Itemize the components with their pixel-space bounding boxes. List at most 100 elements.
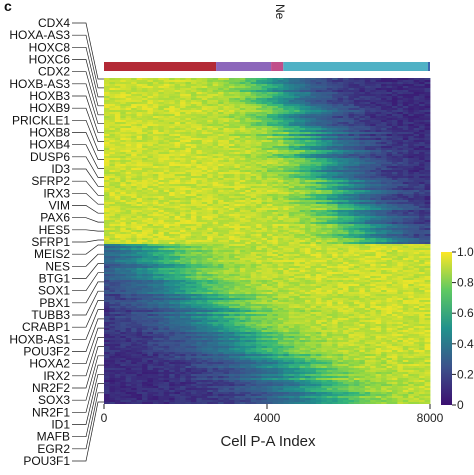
heatmap-cell	[343, 174, 349, 176]
heatmap-cell	[104, 100, 110, 102]
heatmap-cell	[142, 134, 148, 136]
heatmap-cell	[250, 220, 257, 222]
heatmap-cell	[234, 222, 241, 224]
heatmap-cell	[386, 192, 393, 194]
heatmap-cell	[261, 220, 268, 222]
heatmap-cell	[408, 234, 415, 236]
heatmap-cell	[104, 160, 110, 162]
heatmap-cell	[283, 226, 290, 228]
heatmap-cell	[294, 242, 300, 244]
heatmap-cell	[142, 234, 148, 236]
heatmap-cell	[196, 152, 203, 154]
heatmap-cell	[288, 92, 295, 94]
heatmap-cell	[277, 86, 284, 88]
heatmap-cell	[256, 178, 262, 180]
heatmap-cell	[359, 184, 366, 186]
heatmap-cell	[174, 196, 181, 198]
heatmap-cell	[310, 174, 317, 176]
heatmap-cell	[190, 196, 197, 198]
heatmap-cell	[261, 88, 268, 90]
heatmap-cell	[174, 234, 181, 236]
heatmap-cell	[147, 182, 154, 184]
heatmap-cell	[131, 180, 137, 182]
heatmap-cell	[158, 182, 165, 184]
heatmap-cell	[413, 140, 420, 142]
heatmap-cell	[310, 112, 317, 114]
heatmap-cell	[158, 206, 165, 208]
heatmap-cell	[375, 90, 382, 92]
heatmap-cell	[348, 196, 355, 198]
heatmap-cell	[419, 100, 425, 102]
heatmap-cell	[413, 130, 420, 132]
heatmap-cell	[180, 158, 186, 160]
heatmap-cell	[332, 158, 339, 160]
heatmap-cell	[343, 96, 349, 98]
heatmap-cell	[424, 178, 431, 180]
heatmap-cell	[239, 120, 246, 122]
heatmap-cell	[169, 214, 176, 216]
heatmap-cell	[185, 222, 192, 224]
heatmap-cell	[136, 212, 143, 214]
heatmap-cell	[245, 138, 252, 140]
heatmap-cell	[413, 100, 420, 102]
heatmap-cell	[402, 110, 409, 112]
heatmap-cell	[419, 200, 425, 202]
heatmap-cell	[337, 212, 344, 214]
heatmap-cell	[321, 106, 328, 108]
heatmap-cell	[353, 172, 360, 174]
heatmap-cell	[267, 148, 273, 150]
heatmap-cell	[353, 176, 360, 178]
heatmap-cell	[348, 84, 355, 86]
heatmap-cell	[114, 174, 121, 176]
heatmap-cell	[234, 228, 241, 230]
heatmap-cell	[207, 238, 214, 240]
heatmap-cell	[299, 150, 306, 152]
heatmap-cell	[158, 136, 165, 138]
heatmap-cell	[375, 190, 382, 192]
heatmap-cell	[343, 190, 349, 192]
heatmap-cell	[131, 94, 137, 96]
heatmap-cell	[337, 170, 344, 172]
heatmap-cell	[315, 226, 322, 228]
heatmap-cell	[294, 148, 300, 150]
heatmap-cell	[386, 160, 393, 162]
heatmap-cell	[381, 224, 387, 226]
heatmap-cell	[120, 106, 127, 108]
heatmap-cell	[326, 166, 333, 168]
heatmap-cell	[299, 126, 306, 128]
heatmap-cell	[207, 164, 214, 166]
heatmap-cell	[234, 202, 241, 204]
heatmap-cell	[353, 192, 360, 194]
heatmap-cell	[402, 210, 409, 212]
heatmap-cell	[180, 114, 186, 116]
heatmap-cell	[397, 154, 404, 156]
heatmap-cell	[381, 98, 387, 100]
heatmap-cell	[125, 92, 132, 94]
heatmap-cell	[343, 80, 349, 82]
heatmap-cell	[272, 214, 279, 216]
heatmap-cell	[190, 184, 197, 186]
heatmap-cell	[218, 90, 224, 92]
heatmap-cell	[158, 190, 165, 192]
heatmap-cell	[321, 136, 328, 138]
heatmap-cell	[245, 186, 252, 188]
heatmap-cell	[402, 216, 409, 218]
heatmap-cell	[158, 184, 165, 186]
heatmap-cell	[402, 128, 409, 130]
heatmap-cell	[267, 154, 273, 156]
heatmap-cell	[147, 164, 154, 166]
heatmap-cell	[180, 178, 186, 180]
heatmap-cell	[234, 198, 241, 200]
heatmap-cell	[125, 114, 132, 116]
heatmap-cell	[109, 78, 116, 80]
heatmap-cell	[174, 208, 181, 210]
heatmap-cell	[391, 230, 398, 232]
heatmap-cell	[321, 86, 328, 88]
heatmap-cell	[218, 216, 224, 218]
heatmap-cell	[267, 220, 273, 222]
heatmap-cell	[424, 100, 431, 102]
heatmap-cell	[267, 216, 273, 218]
heatmap-cell	[391, 112, 398, 114]
heatmap-cell	[364, 128, 371, 130]
heatmap-cell	[375, 208, 382, 210]
